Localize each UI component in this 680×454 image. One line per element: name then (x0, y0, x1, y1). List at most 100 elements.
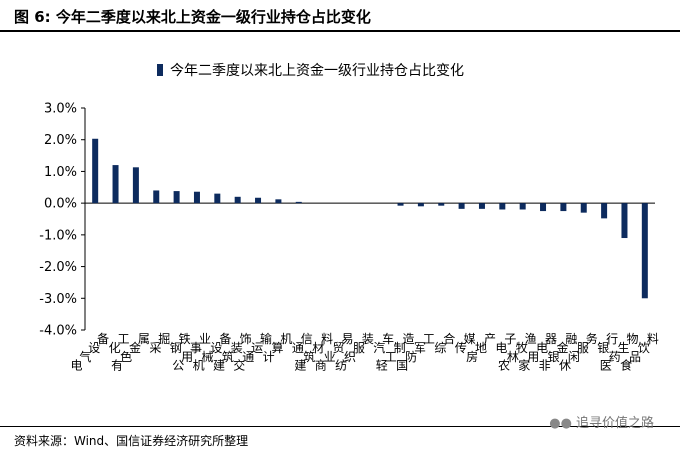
x-tick-char: 算 (271, 340, 283, 355)
x-tick-char: 料 (647, 332, 659, 346)
x-tick-char: 业 (199, 332, 211, 346)
x-tick-char: 融 (565, 332, 577, 346)
x-tick-char: 信 (301, 332, 313, 346)
y-tick-label: 0.0% (44, 197, 77, 212)
x-tick-char: 属 (138, 332, 150, 346)
figure-title: 图 6: 今年二季度以来北上资金一级行业持仓占比变化 (14, 8, 371, 26)
bar (519, 203, 526, 210)
bar (193, 191, 200, 204)
x-tick-char: 工 (423, 332, 435, 346)
x-tick-char: 产 (484, 332, 496, 346)
figure-header: 图 6: 今年二季度以来北上资金一级行业持仓占比变化 (0, 0, 680, 30)
x-tick-char: 织 (344, 350, 356, 364)
x-tick-char: 机 (193, 359, 205, 373)
x-tick-char: 交 (233, 358, 245, 373)
bar (478, 203, 485, 209)
bar (214, 193, 221, 204)
x-tick-char: 牧 (516, 341, 528, 355)
x-tick-char: 通 (242, 350, 254, 364)
bar (499, 203, 506, 210)
x-tick-char: 服 (577, 341, 589, 355)
x-tick-char: 铁 (179, 332, 191, 346)
x-tick-char: 械 (201, 349, 213, 364)
x-tick-char: 家 (518, 358, 530, 373)
x-tick-char: 用 (527, 350, 539, 364)
x-tick-char: 用 (181, 350, 193, 364)
x-tick-char: 轻 (376, 359, 388, 373)
x-tick-label: 电子 (495, 332, 516, 355)
bar (540, 203, 547, 212)
x-tick-char: 纺 (335, 359, 347, 373)
bar (601, 203, 608, 219)
y-tick-label: -3.0% (39, 292, 77, 307)
y-tick-label: 2.0% (44, 133, 77, 148)
y-tick-label: -2.0% (39, 260, 77, 275)
x-tick-char: 传 (455, 340, 467, 355)
bar (132, 167, 139, 204)
x-tick-char: 生 (618, 341, 630, 355)
x-tick-label: 房地产 (466, 332, 496, 364)
x-tick-char: 军 (414, 341, 426, 355)
bottom-rule (0, 426, 680, 427)
x-tick-label: 钢铁 (170, 332, 191, 355)
x-tick-char: 子 (504, 332, 516, 346)
bar (255, 197, 262, 204)
x-tick-char: 运 (251, 341, 263, 355)
bar (234, 196, 241, 204)
x-tick-char: 林 (507, 350, 519, 364)
x-tick-char: 地 (475, 341, 487, 355)
bar (580, 203, 587, 213)
x-tick-char: 输 (260, 331, 272, 346)
x-tick-char: 服 (353, 341, 365, 355)
x-tick-char: 闲 (568, 350, 580, 364)
x-tick-char: 掘 (158, 331, 170, 346)
x-tick-char: 制 (394, 341, 406, 355)
x-tick-label: 化工 (109, 332, 130, 355)
x-tick-label: 汽车 (373, 331, 394, 355)
x-tick-char: 汽 (373, 340, 385, 355)
x-tick-char: 电 (495, 341, 507, 355)
top-rule (0, 30, 680, 32)
x-tick-char: 银 (597, 341, 609, 355)
x-tick-char: 建 (213, 359, 225, 373)
x-tick-char: 工 (118, 332, 130, 346)
x-tick-char: 房 (466, 349, 478, 364)
x-tick-char: 事 (190, 341, 202, 355)
bar (275, 199, 282, 204)
x-tick-char: 金 (556, 340, 568, 355)
x-tick-label: 通信 (292, 332, 313, 355)
x-tick-char: 综 (434, 341, 446, 355)
x-tick-char: 筑 (222, 349, 234, 364)
x-tick-label: 综合 (434, 331, 455, 355)
bar (153, 190, 160, 204)
bar (560, 203, 567, 212)
bar (112, 165, 119, 204)
x-tick-char: 贸 (333, 341, 345, 355)
watermark: ●● 追寻价值之路 (549, 412, 654, 431)
x-tick-char: 电 (70, 359, 82, 373)
bar (621, 203, 628, 239)
x-tick-char: 业 (324, 350, 336, 364)
bar (417, 203, 424, 207)
x-tick-char: 钢 (170, 341, 182, 355)
y-tick-label: -4.0% (39, 324, 77, 339)
x-tick-char: 工 (385, 350, 397, 364)
x-tick-char: 设 (210, 341, 222, 355)
x-tick-label: 计算机 (263, 332, 293, 364)
bar (397, 203, 404, 206)
x-tick-char: 公 (172, 359, 184, 373)
